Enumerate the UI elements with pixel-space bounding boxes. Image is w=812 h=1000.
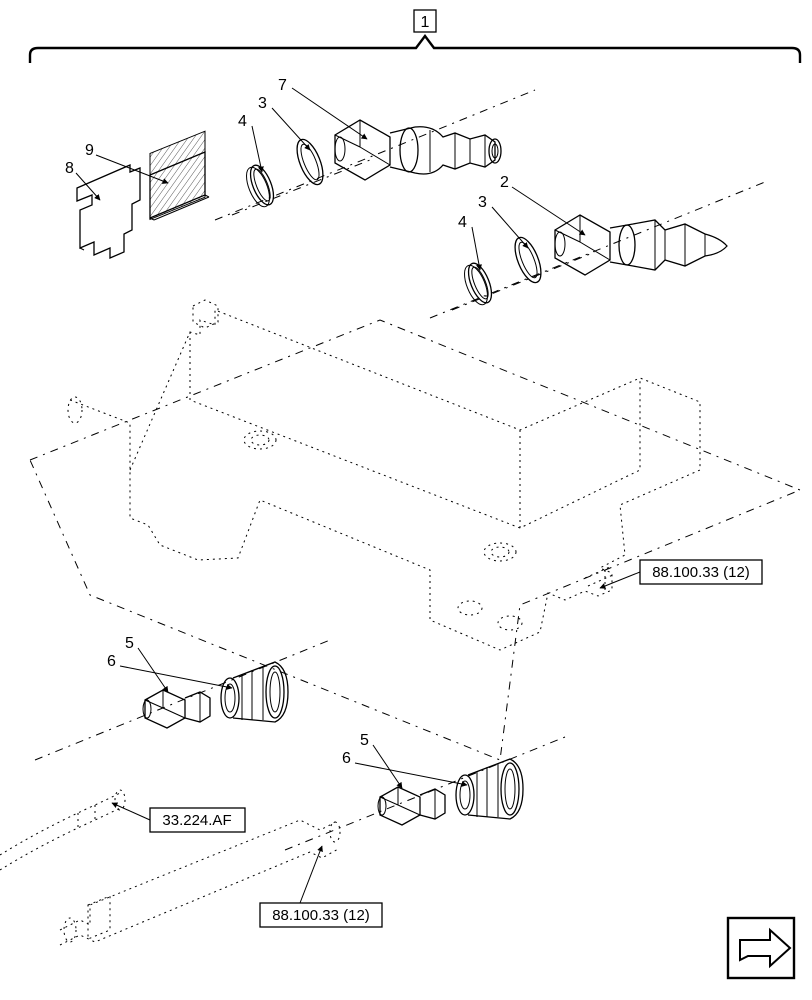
callout-5a: 5 bbox=[125, 635, 168, 692]
parts-diagram: 1 bbox=[0, 0, 812, 1000]
backup-ring-left bbox=[242, 162, 278, 210]
callout-3b: 3 bbox=[478, 194, 528, 248]
callout-6a: 6 bbox=[107, 653, 232, 688]
oring-left bbox=[292, 136, 329, 188]
callout-6b: 6 bbox=[342, 750, 467, 785]
svg-text:88.100.33 (12): 88.100.33 (12) bbox=[272, 907, 370, 924]
refbox-r3: 88.100.33 (12) bbox=[260, 846, 382, 927]
phantom-bracket bbox=[68, 300, 700, 650]
svg-text:5: 5 bbox=[360, 732, 369, 749]
oring-right bbox=[510, 234, 547, 286]
callout-2: 2 bbox=[500, 174, 585, 235]
svg-text:3: 3 bbox=[478, 194, 487, 211]
refbox-r2: 33.224.AF bbox=[112, 803, 245, 832]
svg-text:6: 6 bbox=[342, 750, 351, 767]
fitting-pair-b bbox=[285, 737, 565, 850]
plate-9 bbox=[77, 165, 140, 258]
callout-4b: 4 bbox=[458, 214, 480, 270]
bracket-top: 1 bbox=[30, 10, 800, 63]
svg-text:5: 5 bbox=[125, 635, 134, 652]
svg-text:8: 8 bbox=[65, 160, 74, 177]
svg-text:33.224.AF: 33.224.AF bbox=[162, 812, 231, 829]
backup-ring-right bbox=[460, 260, 496, 308]
callout-4a: 4 bbox=[238, 113, 262, 172]
grid-8 bbox=[150, 131, 209, 220]
next-page-icon bbox=[728, 918, 794, 978]
svg-text:7: 7 bbox=[278, 77, 287, 94]
svg-text:4: 4 bbox=[458, 214, 467, 231]
svg-text:2: 2 bbox=[500, 174, 509, 191]
fitting-pair-a bbox=[35, 640, 330, 760]
callout-1-label: 1 bbox=[421, 14, 430, 31]
svg-text:6: 6 bbox=[107, 653, 116, 670]
refbox-r1: 88.100.33 (12) bbox=[600, 560, 762, 588]
callout-3a: 3 bbox=[258, 95, 310, 150]
svg-text:88.100.33 (12): 88.100.33 (12) bbox=[652, 564, 750, 581]
svg-text:9: 9 bbox=[85, 142, 94, 159]
svg-text:4: 4 bbox=[238, 113, 247, 130]
svg-text:3: 3 bbox=[258, 95, 267, 112]
callout-5b: 5 bbox=[360, 732, 402, 788]
